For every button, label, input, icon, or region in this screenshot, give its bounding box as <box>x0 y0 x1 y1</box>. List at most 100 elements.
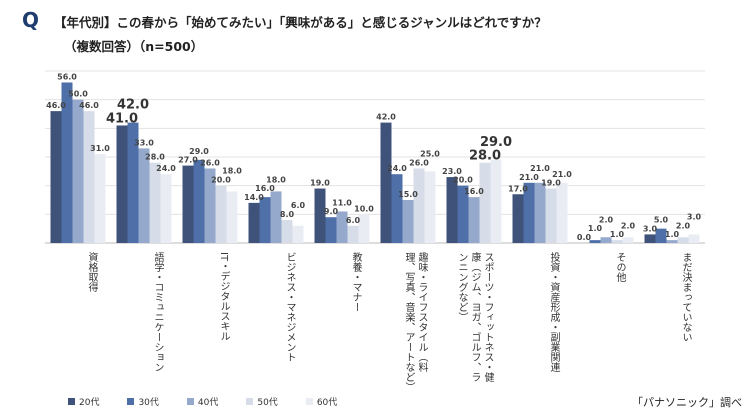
bar-40代-3 <box>270 191 282 243</box>
data-label: 9.0 <box>324 207 339 216</box>
data-label: 11.0 <box>332 198 352 207</box>
data-label: 26.0 <box>200 158 220 167</box>
bar-40代-6 <box>468 197 480 243</box>
data-label: 10.0 <box>354 204 374 213</box>
data-label: 56.0 <box>57 72 77 81</box>
bar-50代-0 <box>83 111 95 243</box>
data-label: 15.0 <box>398 190 418 199</box>
data-label: 46.0 <box>46 101 66 110</box>
data-label: 14.0 <box>244 193 264 202</box>
legend-item: 50代 <box>246 395 278 408</box>
legend-swatch <box>127 398 135 405</box>
bar-50代-7 <box>545 188 557 243</box>
bar-40代-9 <box>666 240 678 243</box>
data-label: 3.0 <box>643 224 658 233</box>
source-note: 「パナソニック」調べ <box>632 396 742 409</box>
bar-50代-6 <box>479 162 491 243</box>
data-label: 1.0 <box>665 230 680 239</box>
bar-60代-0 <box>94 154 106 243</box>
legend-swatch <box>186 398 194 405</box>
question-mark: Q <box>22 8 40 32</box>
data-label: 2.0 <box>676 221 691 230</box>
data-label: 6.0 <box>346 216 361 225</box>
bar-40代-4 <box>336 211 348 243</box>
bar-50代-8 <box>611 240 623 243</box>
data-label: 6.0 <box>291 201 306 210</box>
data-label: 2.0 <box>599 215 614 224</box>
bar-30代-9 <box>655 228 667 243</box>
data-label: 1.0 <box>610 230 625 239</box>
bar-30代-2 <box>193 159 205 243</box>
category-label: 趣味・ライフスタイル（料理、写真、音楽、アートなど） <box>403 252 427 392</box>
bar-40代-7 <box>534 182 546 243</box>
data-label: 50.0 <box>68 90 88 99</box>
bar-40代-1 <box>138 148 150 243</box>
legend-label: 50代 <box>257 398 278 408</box>
bar-60代-6 <box>490 159 502 243</box>
data-label: 27.0 <box>178 156 198 165</box>
legend: 20代 30代 40代 50代 60代 <box>68 395 337 408</box>
data-label: 29.0 <box>189 147 209 156</box>
bar-30代-3 <box>259 197 271 243</box>
data-label: 41.0 <box>106 111 138 126</box>
data-label: 28.0 <box>469 149 501 164</box>
data-label: 18.0 <box>222 166 242 175</box>
data-label: 42.0 <box>117 98 149 113</box>
data-label: 20.0 <box>453 176 473 185</box>
data-label: 3.0 <box>687 212 702 221</box>
data-label: 17.0 <box>508 184 528 193</box>
bar-50代-9 <box>677 237 689 243</box>
bar-50代-4 <box>347 225 359 243</box>
bar-30代-0 <box>61 82 73 243</box>
data-label: 1.0 <box>588 224 603 233</box>
bar-60代-3 <box>292 225 304 243</box>
bar-30代-1 <box>127 122 139 243</box>
data-label: 5.0 <box>654 216 669 225</box>
data-label: 24.0 <box>387 164 407 173</box>
data-label: 19.0 <box>310 179 330 188</box>
data-label: 2.0 <box>621 221 636 230</box>
legend-swatch <box>305 398 313 405</box>
category-label: スポーツ・フィットネス・健康（ジム、ヨガ、ゴルフ、ランニングなど） <box>456 252 493 382</box>
bar-50代-3 <box>281 220 293 243</box>
data-label: 26.0 <box>409 158 429 167</box>
legend-item: 20代 <box>68 395 99 408</box>
legend-swatch <box>68 398 75 405</box>
bar-20代-5 <box>380 122 392 243</box>
data-label: 18.0 <box>266 175 286 184</box>
bar-60代-2 <box>226 191 238 243</box>
legend-item: 40代 <box>186 395 219 408</box>
category-label: その他 <box>614 252 625 282</box>
bar-30代-7 <box>523 182 535 243</box>
bar-60代-9 <box>688 234 700 243</box>
data-label: 8.0 <box>280 210 295 219</box>
data-label: 31.0 <box>90 144 110 153</box>
bar-40代-0 <box>72 99 84 244</box>
bar-40代-5 <box>402 200 414 243</box>
data-label: 21.0 <box>530 164 550 173</box>
data-label: 0.0 <box>577 233 592 242</box>
chart-subtitle: （複数回答）（n=500） <box>64 39 204 54</box>
bar-20代-6 <box>446 177 458 243</box>
legend-label: 40代 <box>197 398 219 408</box>
bar-30代-8 <box>589 240 601 243</box>
data-label: 33.0 <box>134 138 154 147</box>
category-label: 教養・マナー <box>350 252 361 312</box>
bar-20代-1 <box>116 125 128 243</box>
data-label: 16.0 <box>255 184 275 193</box>
legend-label: 30代 <box>138 398 159 408</box>
data-label: 24.0 <box>156 164 176 173</box>
legend-label: 60代 <box>316 398 338 408</box>
data-label: 19.0 <box>541 179 561 188</box>
bar-40代-2 <box>204 168 216 243</box>
data-label: 25.0 <box>420 149 440 158</box>
category-label: 語学・コミュニケーション <box>152 252 163 372</box>
data-label: 21.0 <box>552 170 572 179</box>
bar-60代-5 <box>424 171 436 243</box>
bar-20代-0 <box>50 111 62 243</box>
bar-50代-2 <box>215 185 227 243</box>
bar-50代-5 <box>413 168 425 243</box>
bar-20代-4 <box>314 188 326 243</box>
bar-20代-7 <box>512 194 524 243</box>
